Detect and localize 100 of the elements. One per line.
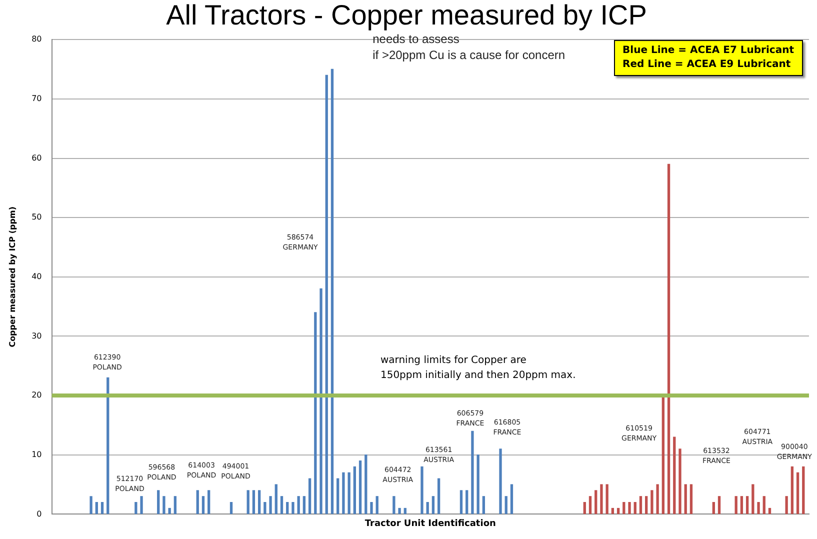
bar xyxy=(398,508,401,514)
bar xyxy=(678,448,682,514)
bar xyxy=(510,484,514,514)
bar xyxy=(718,496,721,514)
note-box: Blue Line = ACEA E7 Lubricant Red Line = ACEA E9 Lubricant xyxy=(614,40,803,76)
y-tick-label: 50 xyxy=(32,212,42,222)
y-tick-label: 30 xyxy=(32,331,42,340)
bar xyxy=(611,508,614,514)
bar xyxy=(162,496,166,514)
bar xyxy=(504,496,508,514)
bar xyxy=(606,484,608,514)
bar xyxy=(157,490,160,514)
bar xyxy=(437,478,440,514)
bar xyxy=(588,496,592,514)
bar xyxy=(314,312,317,514)
bar xyxy=(370,502,373,514)
bar xyxy=(252,490,256,514)
bar xyxy=(471,430,474,514)
bar xyxy=(594,490,598,514)
bar xyxy=(325,74,328,514)
y-tick-label: 60 xyxy=(32,153,42,162)
bar xyxy=(796,472,800,514)
bar xyxy=(202,496,205,514)
bar xyxy=(280,496,284,514)
bar xyxy=(302,496,306,514)
bar xyxy=(264,502,266,514)
bar xyxy=(734,496,738,514)
bar xyxy=(656,484,659,514)
bar xyxy=(353,466,356,514)
bar xyxy=(106,377,110,514)
bar xyxy=(286,502,289,514)
bar xyxy=(768,508,772,514)
bar xyxy=(667,164,670,514)
bar xyxy=(230,502,233,514)
y-tick-label: 40 xyxy=(32,272,42,281)
bar xyxy=(802,466,805,514)
bar xyxy=(174,496,177,514)
bar xyxy=(292,502,294,514)
bar xyxy=(762,496,766,514)
bar xyxy=(420,466,424,514)
bar xyxy=(140,496,143,514)
bar xyxy=(673,436,676,514)
chart-title: All Tractors - Copper measured by ICP xyxy=(166,0,647,31)
bar xyxy=(650,490,654,514)
bar xyxy=(628,502,631,514)
y-tick-label: 10 xyxy=(32,450,42,459)
y-tick-label: 0 xyxy=(36,509,42,518)
bar xyxy=(785,496,788,514)
bar xyxy=(499,448,502,514)
annotation: needs to assess if >20ppm Cu is a cause for concern xyxy=(372,32,566,62)
x-axis-title: Tractor Unit Identification xyxy=(364,518,496,529)
bar xyxy=(330,68,334,514)
bar xyxy=(348,472,350,514)
bar xyxy=(320,288,322,514)
bar xyxy=(364,454,368,514)
bar xyxy=(269,496,272,514)
bar xyxy=(376,496,378,514)
y-tick-label: 20 xyxy=(32,390,42,400)
bar xyxy=(258,490,261,514)
bar xyxy=(358,460,362,514)
bar xyxy=(90,496,92,514)
bar xyxy=(752,484,754,514)
y-tick-label: 80 xyxy=(32,34,42,44)
bar xyxy=(583,502,586,514)
bar xyxy=(634,502,636,514)
bar xyxy=(466,490,468,514)
bar xyxy=(208,490,210,514)
bar xyxy=(100,502,104,514)
bar xyxy=(134,502,138,514)
bar xyxy=(460,490,463,514)
bar xyxy=(684,484,687,514)
y-tick-label: 70 xyxy=(32,94,42,104)
bar xyxy=(426,502,429,514)
bar xyxy=(404,508,406,514)
bar xyxy=(645,496,648,514)
bar xyxy=(392,496,396,514)
bar xyxy=(168,508,171,514)
bar xyxy=(690,484,693,514)
bar xyxy=(600,484,603,514)
ref-line-label: warning limits for Copper are 150ppm initially and then 20ppm max. xyxy=(380,354,576,381)
bar xyxy=(482,496,486,514)
bar xyxy=(95,502,98,514)
y-axis-title: Copper measured by ICP (ppm) xyxy=(8,206,17,348)
bar xyxy=(622,502,626,514)
bar xyxy=(246,490,250,514)
bar xyxy=(476,454,480,514)
bar xyxy=(616,508,620,514)
bar xyxy=(740,496,744,514)
bar xyxy=(274,484,278,514)
bar xyxy=(342,472,345,514)
bar xyxy=(790,466,794,514)
bar xyxy=(746,496,749,514)
bar xyxy=(639,496,642,514)
bar xyxy=(432,496,435,514)
bar xyxy=(196,490,199,514)
bar xyxy=(757,502,760,514)
bar xyxy=(308,478,312,514)
bar xyxy=(712,502,715,514)
bar xyxy=(297,496,300,514)
bar xyxy=(336,478,340,514)
